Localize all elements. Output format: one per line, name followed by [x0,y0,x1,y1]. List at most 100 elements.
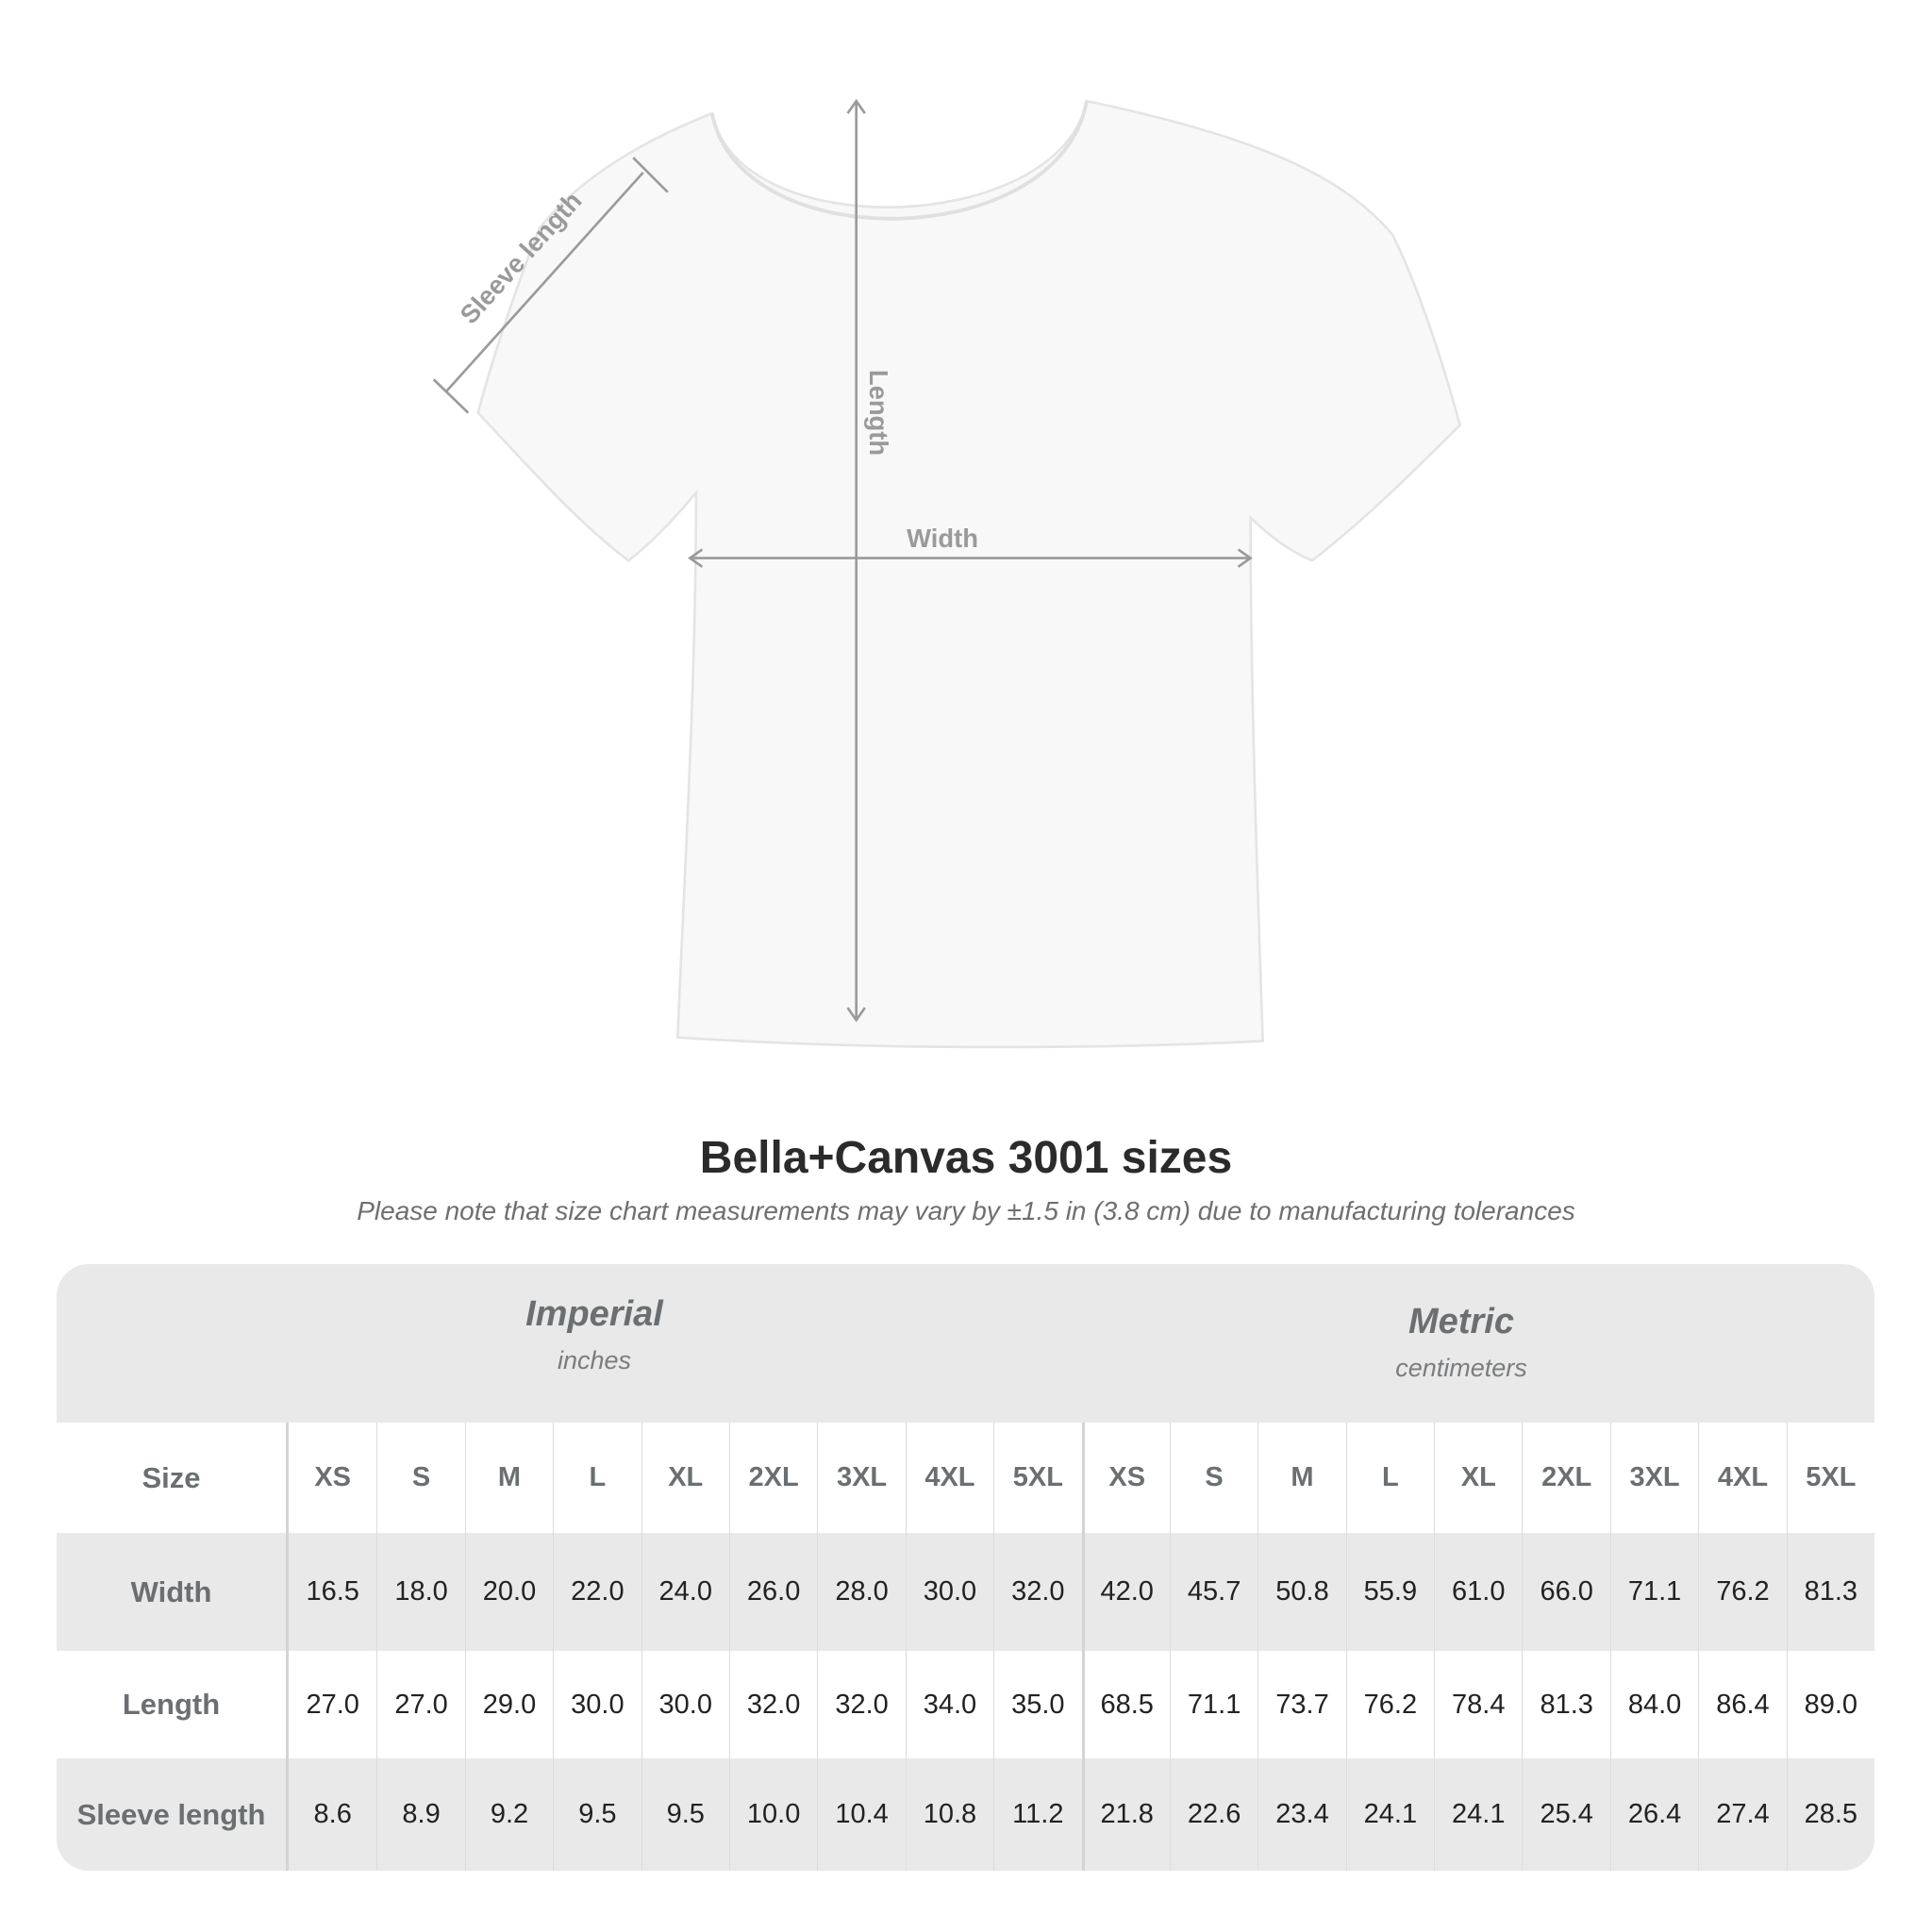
size-header-metric: 5XL [1786,1423,1874,1533]
size-header-metric: 2XL [1522,1423,1609,1533]
table-row-length: Length 27.0 27.0 29.0 30.0 30.0 32.0 32.0 34.0 35… [57,1651,1874,1758]
width-arrow-left [688,548,704,568]
imperial-header: Imperial inches [311,1294,877,1375]
table-cell-imperial: 8.6 [313,1799,352,1829]
page-title: Bella+Canvas 3001 sizes [699,1133,1233,1183]
size-table: Imperial inches Metric centimeters Size X… [57,1264,1874,1871]
table-cell-imperial: 24.0 [641,1533,729,1651]
size-header-metric: 3XL [1609,1423,1698,1533]
table-cell-imperial: 32.0 [728,1651,817,1758]
table-cell-metric: 86.4 [1698,1651,1786,1758]
row-label: Width [57,1533,289,1651]
length-label: Length [864,370,893,456]
size-header-metric: S [1169,1423,1257,1533]
table-cell-metric: 71.1 [1609,1533,1698,1651]
table-cell-imperial: 27.0 [306,1689,359,1720]
table-cell-metric: 24.1 [1345,1758,1434,1871]
table-cell-metric: 22.6 [1169,1758,1257,1871]
table-cell-imperial: 32.0 [993,1533,1081,1651]
size-header-imperial: 5XL [993,1423,1081,1533]
table-cell-metric: 23.4 [1257,1758,1345,1871]
table-cell-metric: 71.1 [1169,1651,1257,1758]
row-label: Length [57,1651,289,1758]
imperial-title: Imperial [525,1294,663,1334]
table-cell-metric: 73.7 [1257,1651,1345,1758]
table-cell-imperial: 27.0 [376,1651,464,1758]
table-cell-metric: 45.7 [1169,1533,1257,1651]
table-cell-imperial: 11.2 [993,1758,1081,1871]
table-cell-imperial: 10.0 [728,1758,817,1871]
unit-header-band: Imperial inches Metric centimeters [57,1264,1874,1423]
table-cell-imperial: 29.0 [464,1651,553,1758]
sleeve-measure-line [444,171,644,393]
table-cell-imperial: 35.0 [993,1651,1081,1758]
table-cell-metric: 76.2 [1698,1533,1786,1651]
size-header-imperial: L [553,1423,641,1533]
size-header-metric: 4XL [1698,1423,1786,1533]
table-cell-metric: 76.2 [1345,1651,1434,1758]
width-arrow-right [1237,548,1253,568]
table-cell-imperial: 22.0 [553,1533,641,1651]
table-cell-imperial: 10.4 [817,1758,905,1871]
table-row-width: Width 16.5 18.0 20.0 22.0 24.0 26.0 28.0 30.0 32.… [57,1533,1874,1651]
table-row-sleeve-length: Sleeve length 8.6 8.9 9.2 9.5 9.5 10.0 10.4 10.8… [57,1758,1874,1871]
table-cell-metric: 61.0 [1434,1533,1522,1651]
length-arrow-top [846,98,866,114]
table-cell-metric: 68.5 [1081,1651,1170,1758]
table-cell-metric: 78.4 [1434,1651,1522,1758]
table-cell-imperial: 16.5 [306,1576,359,1607]
table-cell-imperial: 32.0 [817,1651,905,1758]
size-header-imperial: 4XL [905,1423,993,1533]
table-cell-imperial: 26.0 [728,1533,817,1651]
tshirt-collar [709,100,1089,221]
table-cell-imperial: 9.2 [464,1758,553,1871]
size-header-imperial: 2XL [728,1423,817,1533]
table-cell-metric: 66.0 [1522,1533,1609,1651]
table-cell-metric: 81.3 [1786,1533,1874,1651]
row-label: Size [57,1423,289,1533]
table-cell-metric: 42.0 [1081,1533,1170,1651]
size-header-metric: L [1345,1423,1434,1533]
table-cell-metric: 28.5 [1786,1758,1874,1871]
size-header-imperial: M [464,1423,553,1533]
metric-title: Metric [1408,1302,1514,1341]
size-header-imperial: XL [641,1423,729,1533]
table-cell-metric: 84.0 [1609,1651,1698,1758]
table-cell-metric: 25.4 [1522,1758,1609,1871]
size-header-metric: M [1257,1423,1345,1533]
table-cell-metric: 81.3 [1522,1651,1609,1758]
size-header-metric: XS [1081,1423,1170,1533]
table-cell-imperial: 28.0 [817,1533,905,1651]
table-cell-metric: 55.9 [1345,1533,1434,1651]
table-cell-imperial: 8.9 [376,1758,464,1871]
table-cell-imperial: 30.0 [553,1651,641,1758]
table-cell-imperial: 18.0 [376,1533,464,1651]
table-cell-metric: 89.0 [1786,1651,1874,1758]
table-cell-metric: 24.1 [1434,1758,1522,1871]
table-cell-imperial: 30.0 [905,1533,993,1651]
tshirt-diagram: Sleeve length Length Width [432,98,1462,1049]
tolerance-note: Please note that size chart measurements… [357,1196,1575,1225]
table-cell-imperial: 30.0 [641,1651,729,1758]
metric-unit: centimeters [1395,1354,1527,1382]
size-header-imperial: XS [314,1462,352,1492]
size-header-imperial: 3XL [817,1423,905,1533]
sleeve-tick-start [432,378,470,414]
width-label: Width [907,524,978,553]
table-cell-imperial: 10.8 [905,1758,993,1871]
table-cell-imperial: 20.0 [464,1533,553,1651]
table-cell-imperial: 9.5 [641,1758,729,1871]
imperial-unit: inches [557,1346,632,1374]
sleeve-tick-end [632,157,669,193]
table-cell-metric: 26.4 [1609,1758,1698,1871]
row-label: Sleeve length [57,1758,289,1871]
table-cell-imperial: 34.0 [905,1651,993,1758]
table-cell-metric: 50.8 [1257,1533,1345,1651]
table-cell-metric: 21.8 [1081,1758,1170,1871]
table-cell-imperial: 9.5 [553,1758,641,1871]
size-header-imperial: S [376,1423,464,1533]
table-row-size: Size XS S M L XL 2XL 3XL 4XL 5XL XS S M L XL 2XL 3XL 4XL 5… [57,1423,1874,1533]
metric-header: Metric centimeters [1178,1302,1744,1383]
tshirt-shape [476,99,1462,1049]
table-cell-metric: 27.4 [1698,1758,1786,1871]
